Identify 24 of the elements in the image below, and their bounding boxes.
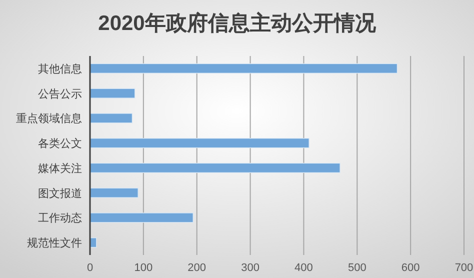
bar: [90, 63, 398, 74]
x-tick-label: 100: [134, 262, 153, 274]
bar: [90, 212, 194, 223]
chart-title: 2020年政府信息主动公开情况: [98, 11, 377, 35]
y-tick-label: 媒体关注: [38, 162, 82, 175]
y-tick-label: 各类公文: [38, 137, 82, 150]
y-tick-label: 重点领域信息: [16, 112, 82, 126]
x-tick-label: 700: [454, 262, 474, 274]
y-tick-label: 其他信息: [38, 62, 82, 76]
bar: [90, 113, 133, 124]
y-tick-label: 公告公示: [38, 87, 82, 100]
bar: [90, 138, 310, 148]
bar: [90, 188, 138, 198]
x-tick-label: 600: [401, 262, 420, 274]
bar: [90, 88, 136, 98]
y-tick-label: 工作动态: [38, 212, 82, 225]
y-tick-label: 图文报道: [38, 186, 82, 200]
x-tick-label: 0: [86, 262, 94, 274]
bar: [90, 162, 340, 174]
x-tick-label: 200: [188, 262, 206, 274]
x-tick-label: 400: [294, 262, 313, 274]
x-tick-label: 500: [348, 262, 366, 274]
y-tick-label: 规范性文件: [27, 236, 82, 250]
x-tick-label: 300: [241, 262, 260, 274]
